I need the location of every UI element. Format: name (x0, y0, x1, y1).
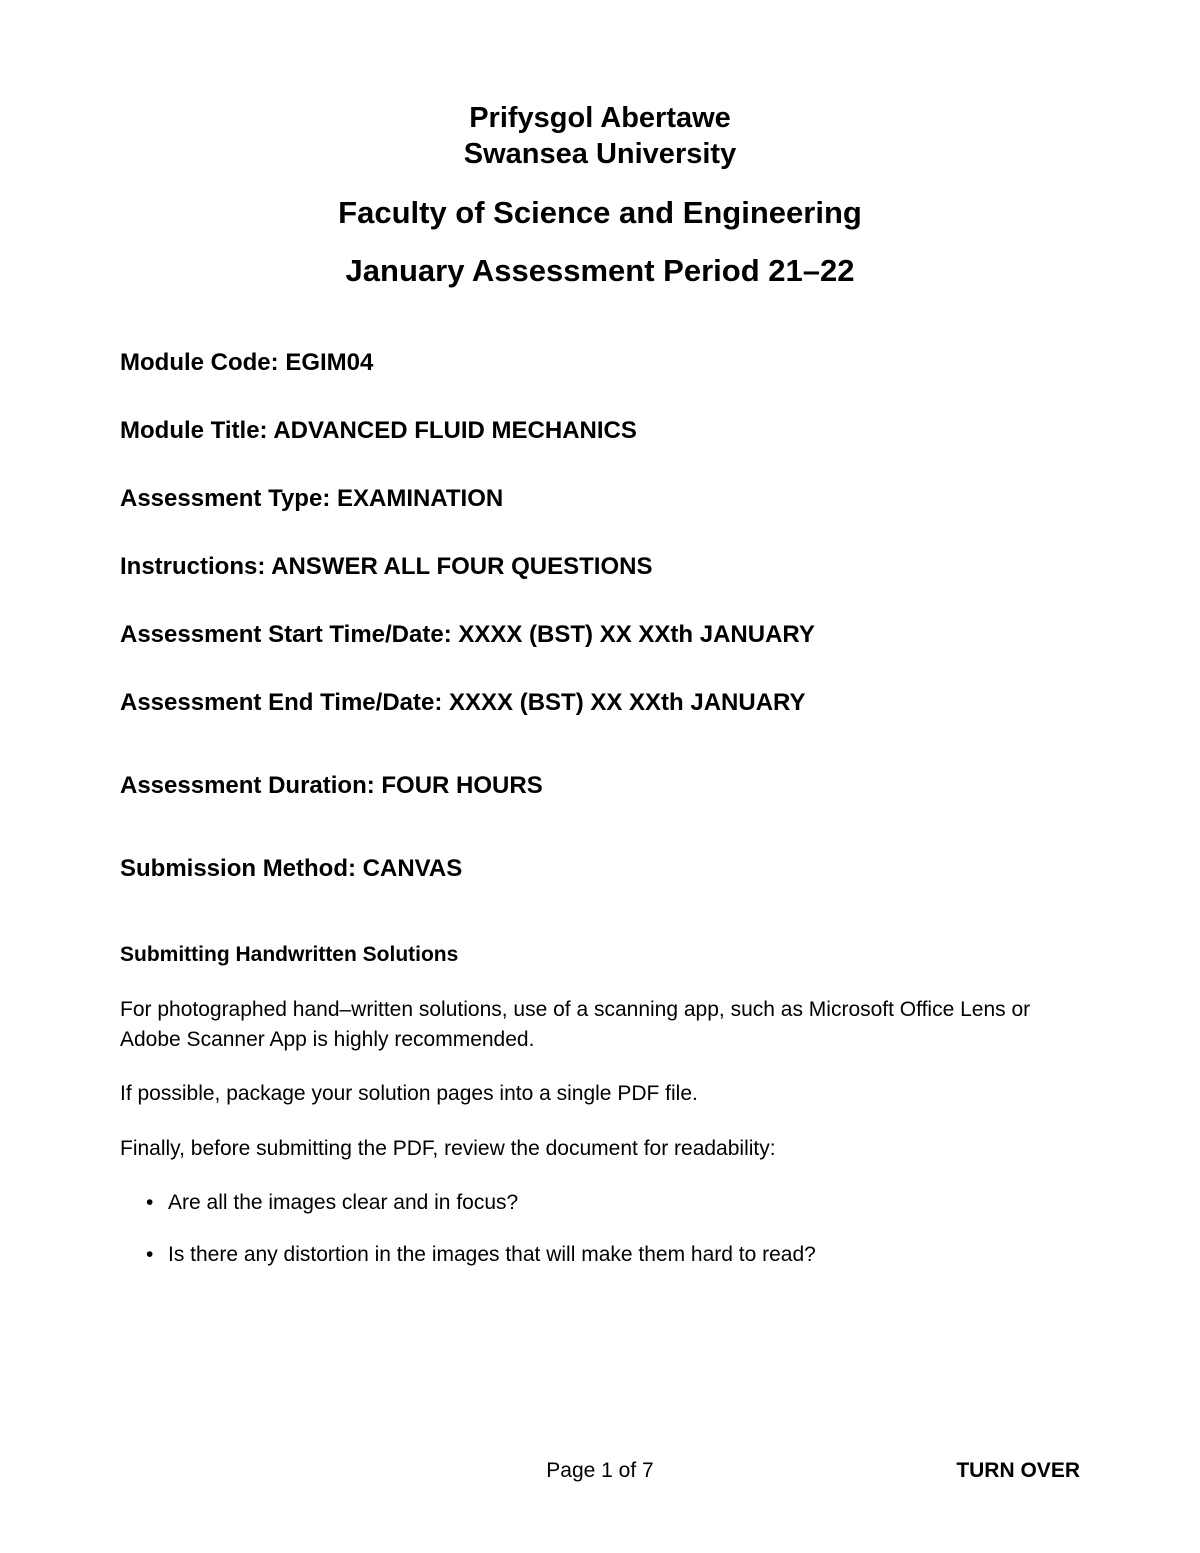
assessment-type: Assessment Type: EXAMINATION (120, 485, 1080, 513)
faculty-name: Faculty of Science and Engineering (120, 195, 1080, 231)
turn-over-label: TURN OVER (956, 1459, 1080, 1483)
page-footer: Page 1 of 7 TURN OVER (120, 1459, 1080, 1483)
document-header: Prifysgol Abertawe Swansea University Fa… (120, 100, 1080, 289)
start-time: Assessment Start Time/Date: XXXX (BST) X… (120, 621, 1080, 649)
paragraph-2: If possible, package your solution pages… (120, 1079, 1080, 1109)
end-time: Assessment End Time/Date: XXXX (BST) XX … (120, 689, 1080, 717)
duration: Assessment Duration: FOUR HOURS (120, 772, 1080, 800)
university-name-english: Swansea University (120, 136, 1080, 172)
bullet-list: Are all the images clear and in focus? I… (120, 1188, 1080, 1269)
module-title: Module Title: ADVANCED FLUID MECHANICS (120, 417, 1080, 445)
paragraph-1: For photographed hand–written solutions,… (120, 995, 1080, 1056)
paragraph-3: Finally, before submitting the PDF, revi… (120, 1134, 1080, 1164)
page-number: Page 1 of 7 (546, 1459, 653, 1483)
assessment-period: January Assessment Period 21–22 (120, 253, 1080, 289)
submission-method: Submission Method: CANVAS (120, 855, 1080, 883)
university-name-welsh: Prifysgol Abertawe (120, 100, 1080, 136)
list-item: Are all the images clear and in focus? (168, 1188, 1080, 1217)
section-heading: Submitting Handwritten Solutions (120, 943, 1080, 967)
list-item: Is there any distortion in the images th… (168, 1240, 1080, 1269)
module-code: Module Code: EGIM04 (120, 349, 1080, 377)
instructions: Instructions: ANSWER ALL FOUR QUESTIONS (120, 553, 1080, 581)
